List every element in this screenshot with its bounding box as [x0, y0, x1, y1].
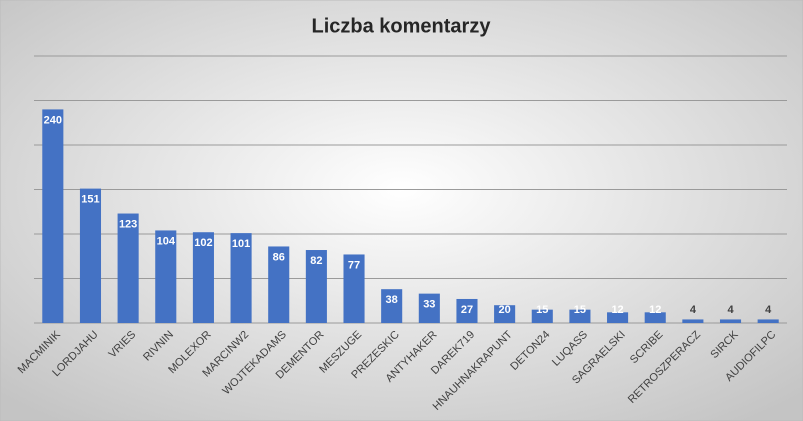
value-label: 15: [574, 304, 586, 316]
bar: [230, 233, 252, 323]
bar: [644, 312, 666, 323]
value-label: 104: [157, 235, 176, 247]
bar: [418, 293, 440, 323]
bar: [456, 298, 478, 323]
value-label: 12: [611, 304, 623, 316]
bar: [117, 213, 139, 323]
value-label: 4: [765, 304, 772, 316]
value-label: 151: [81, 194, 99, 206]
bar: [155, 230, 177, 323]
value-label: 86: [273, 251, 285, 263]
bar: [381, 289, 403, 323]
bar: [531, 309, 553, 323]
bar: [343, 254, 365, 323]
bar: [305, 250, 327, 323]
value-label: 33: [423, 299, 435, 311]
chart-title: Liczba komentarzy: [312, 15, 492, 37]
bar: [719, 319, 742, 323]
value-label: 12: [649, 304, 661, 316]
bar: [494, 305, 516, 323]
value-label: 27: [461, 304, 473, 316]
value-label: 38: [386, 294, 398, 306]
bar: [192, 232, 214, 323]
value-label: 82: [310, 255, 322, 267]
value-label: 20: [499, 304, 511, 316]
bar: [607, 312, 629, 323]
bar: [268, 246, 290, 323]
value-label: 4: [727, 304, 734, 316]
value-label: 4: [690, 304, 697, 316]
bar: [42, 109, 64, 324]
bar: [682, 319, 704, 323]
value-label: 123: [119, 218, 137, 230]
value-label: 15: [536, 304, 548, 316]
value-label: 102: [194, 237, 212, 249]
value-label: 77: [348, 259, 360, 271]
value-label: 101: [232, 238, 250, 250]
bar: [569, 309, 591, 323]
bar: [757, 319, 779, 323]
value-label: 240: [44, 114, 62, 126]
bar: [79, 188, 102, 323]
